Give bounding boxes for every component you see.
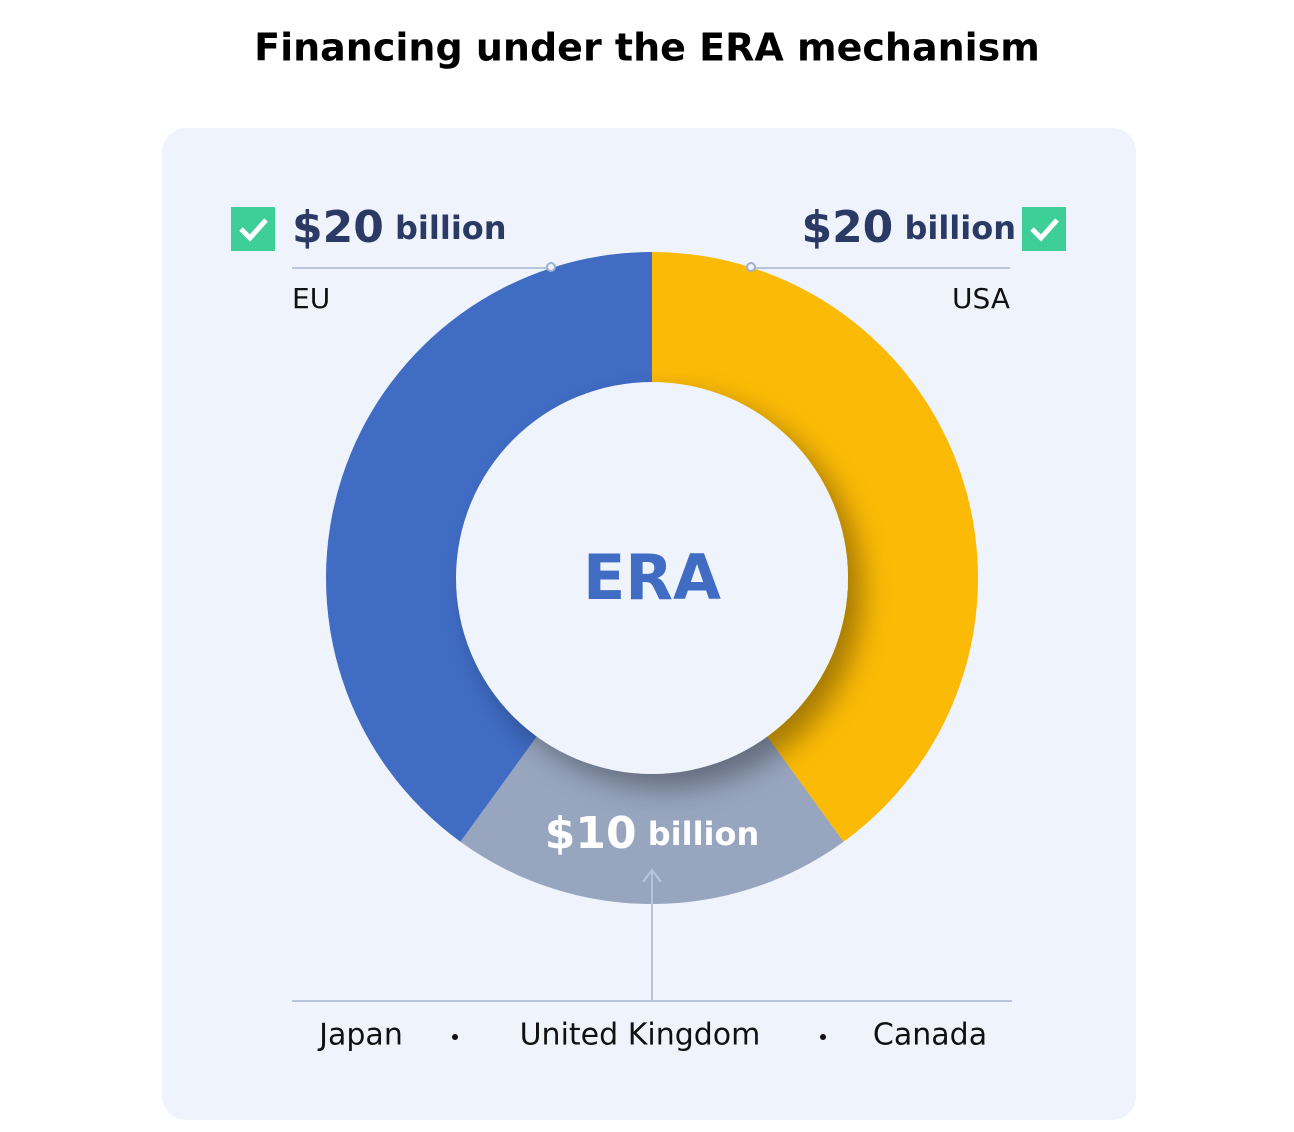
value-amount: $20 <box>801 202 893 253</box>
value-unit: billion <box>384 209 507 247</box>
category-label: USA <box>952 282 1010 315</box>
member-label: Canada <box>873 1018 987 1053</box>
callout-dot <box>546 262 556 272</box>
check-box <box>1022 207 1066 251</box>
value-unit: billion <box>893 209 1016 247</box>
value-amount: $10 <box>545 808 637 859</box>
value-label: $20 billion <box>292 202 507 253</box>
callout-dot <box>746 262 756 272</box>
value-label: $10 billion <box>545 808 760 859</box>
check-mark <box>1030 218 1059 242</box>
arrow-head <box>642 868 662 883</box>
member-label: United Kingdom <box>520 1018 761 1053</box>
value-amount: $20 <box>292 202 384 253</box>
center-label: ERA <box>583 541 721 614</box>
chart-title: Financing under the ERA mechanism <box>254 26 1040 70</box>
value-label: $20 billion <box>801 202 1016 253</box>
separator-dot <box>452 1034 458 1040</box>
member-label: Japan <box>317 1018 403 1053</box>
check-box <box>231 207 275 251</box>
separator-dot <box>820 1034 826 1040</box>
category-label: EU <box>292 282 330 315</box>
donut-hole <box>456 382 848 774</box>
check-mark <box>239 218 268 242</box>
value-unit: billion <box>637 815 760 853</box>
